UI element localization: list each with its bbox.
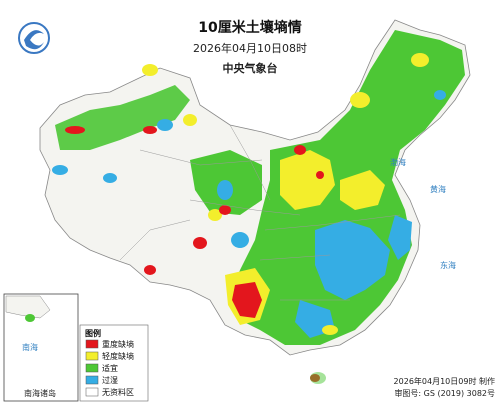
approval-number: 审图号: GS (2019) 3082号 <box>394 388 495 398</box>
legend-label: 轻度缺墒 <box>102 351 134 361</box>
made-time: 2026年04月10日09时 制作 <box>394 376 495 386</box>
legend-swatch <box>85 387 99 397</box>
legend-swatch <box>85 375 99 385</box>
legend-title: 图例 <box>85 328 101 338</box>
issue-time: 2026年04月10日08时 <box>193 41 307 55</box>
inset-label: 南海诸岛 <box>24 388 56 398</box>
legend-swatch <box>85 339 99 349</box>
sea-label: 东海 <box>440 260 456 270</box>
sea-label: 南海 <box>22 342 38 352</box>
legend-label: 重度缺墒 <box>102 339 134 349</box>
legend-swatch <box>85 363 99 373</box>
legend-label: 适宜 <box>102 363 118 373</box>
sea-label: 黄海 <box>430 184 446 194</box>
map-title: 10厘米土壤墒情 <box>198 19 301 36</box>
legend-label: 过湿 <box>102 375 118 385</box>
issuer: 中央气象台 <box>223 61 278 75</box>
map <box>39 19 471 384</box>
sea-label: 渤海 <box>390 157 406 167</box>
inset: 南海 南海诸岛 <box>3 293 79 402</box>
legend-label: 无资料区 <box>102 387 134 397</box>
legend-swatch <box>85 351 99 361</box>
logo <box>18 22 50 54</box>
